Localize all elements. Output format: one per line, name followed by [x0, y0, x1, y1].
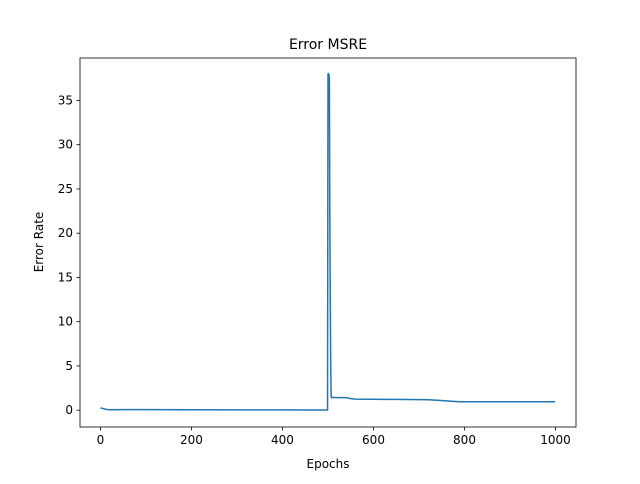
x-tick-label: 400: [271, 433, 294, 447]
x-tick-label: 200: [180, 433, 203, 447]
y-tick-label: 5: [65, 359, 73, 373]
plot-frame: [79, 57, 577, 428]
y-tick-label: 35: [58, 93, 73, 107]
y-axis-label: Error Rate: [32, 212, 46, 273]
x-tick-label: 600: [362, 433, 385, 447]
y-tick-label: 0: [65, 403, 73, 417]
axis-ticks: 0 200 400 600 800 1000 0 5 10 15 20 25 30 35: [58, 93, 571, 447]
series-layer: [100, 72, 556, 411]
y-tick-label: 30: [58, 138, 73, 152]
y-tick-label: 15: [58, 270, 73, 284]
x-tick-label: 0: [97, 433, 105, 447]
x-tick-label: 800: [453, 433, 476, 447]
series-line: [100, 72, 556, 411]
chart-title: Error MSRE: [289, 37, 367, 53]
y-tick-label: 20: [58, 226, 73, 240]
x-axis-label: Epochs: [307, 457, 350, 471]
x-tick-label: 1000: [540, 433, 571, 447]
y-tick-label: 10: [58, 315, 73, 329]
y-tick-label: 25: [58, 182, 73, 196]
